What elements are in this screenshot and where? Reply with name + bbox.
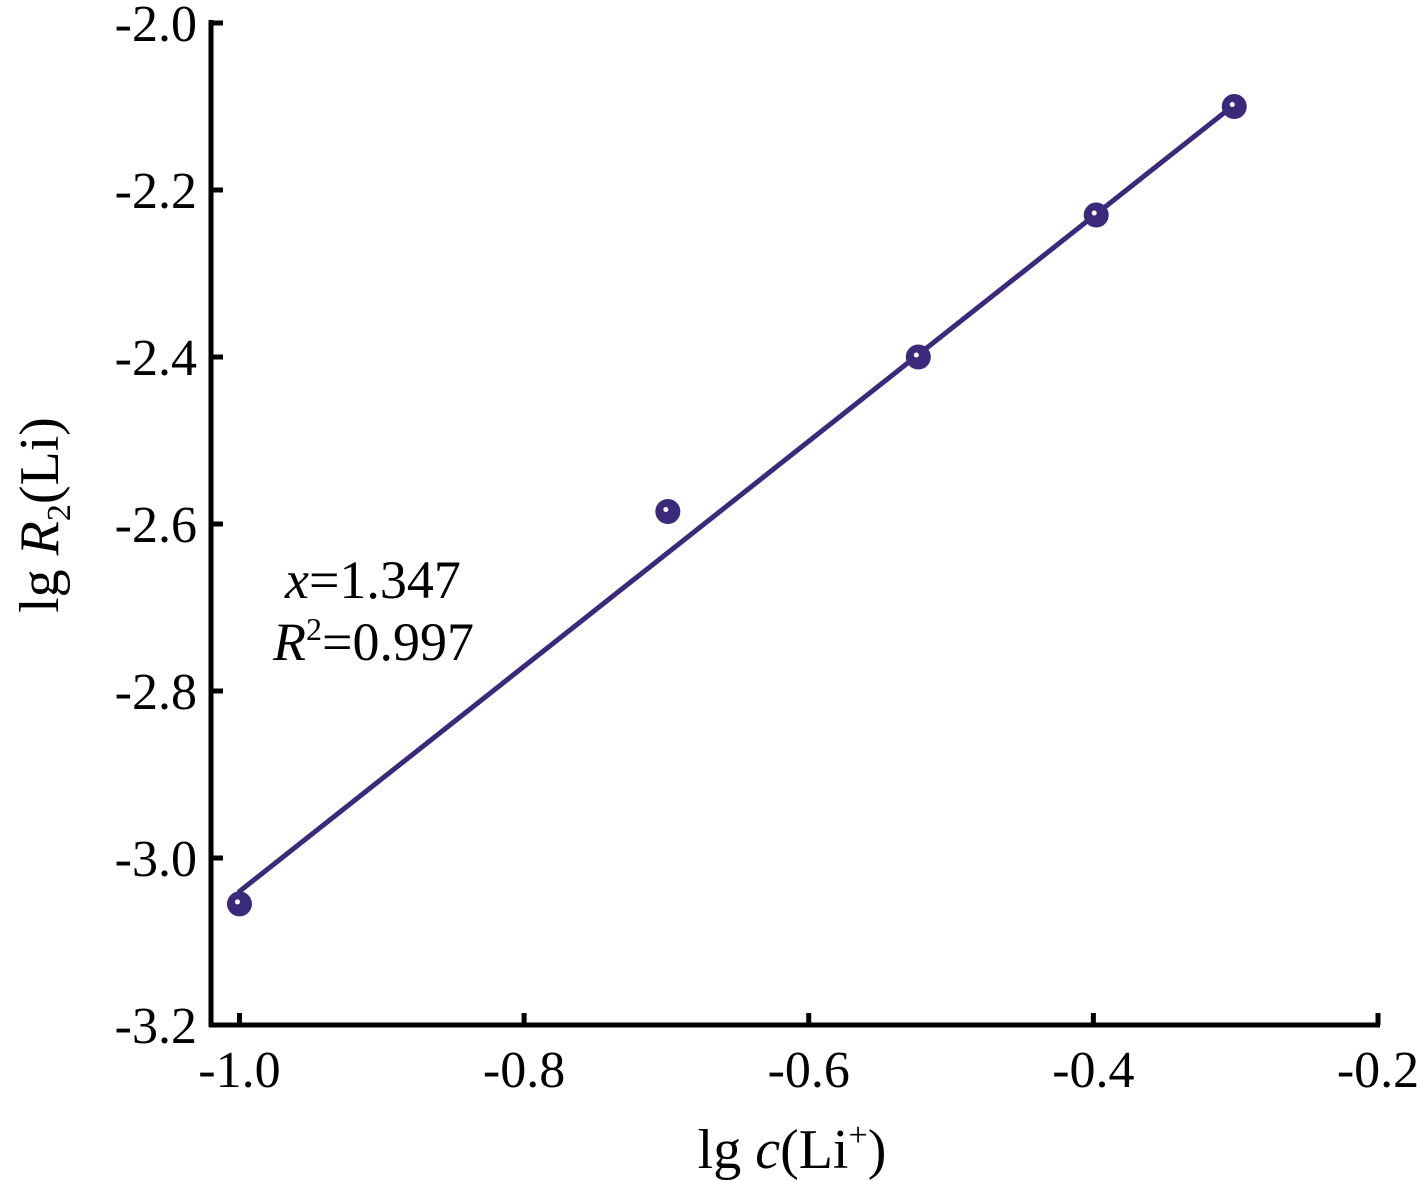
x-ticks: -1.0 -0.8 -0.6 -0.4 -0.2 — [198, 1013, 1417, 1099]
x-tick-label: -0.2 — [1337, 1042, 1417, 1099]
y-axis-title: lg R2(Li) — [9, 417, 78, 613]
data-point — [905, 344, 931, 370]
data-point-highlight — [913, 352, 919, 358]
y-tick-label: -2.4 — [115, 330, 197, 387]
data-point — [655, 498, 681, 524]
x-tick-label: -0.8 — [483, 1042, 565, 1099]
x-tick-label: -1.0 — [198, 1042, 280, 1099]
y-tick-label: -3.2 — [115, 998, 197, 1055]
data-point-highlight — [234, 899, 240, 905]
x-tick-label: -0.4 — [1052, 1042, 1134, 1099]
y-tick-label: -3.0 — [115, 831, 197, 888]
y-tick-label: -2.2 — [115, 163, 197, 220]
annotation-r-squared: R2=0.997 — [272, 611, 474, 672]
y-ticks: -2.0 -2.2 -2.4 -2.6 -2.8 -3.0 -3.2 — [115, 0, 223, 1055]
data-point-highlight — [1091, 210, 1097, 216]
fit-line-group — [236, 102, 1237, 894]
y-tick-label: -2.0 — [115, 0, 197, 53]
data-point-highlight — [663, 506, 669, 512]
y-tick-label: -2.8 — [115, 664, 197, 721]
annotation-slope: x=1.347 — [284, 550, 461, 610]
data-point-highlight — [1229, 102, 1235, 107]
data-points — [226, 94, 1247, 917]
data-point — [1083, 202, 1109, 228]
axes — [208, 20, 1380, 1028]
data-point — [1221, 94, 1247, 119]
x-tick-label: -0.6 — [768, 1042, 850, 1099]
data-point — [226, 891, 252, 917]
y-tick-label: -2.6 — [115, 497, 197, 554]
x-axis-title: lg c(Li+) — [698, 1117, 887, 1181]
fit-line — [236, 102, 1237, 894]
